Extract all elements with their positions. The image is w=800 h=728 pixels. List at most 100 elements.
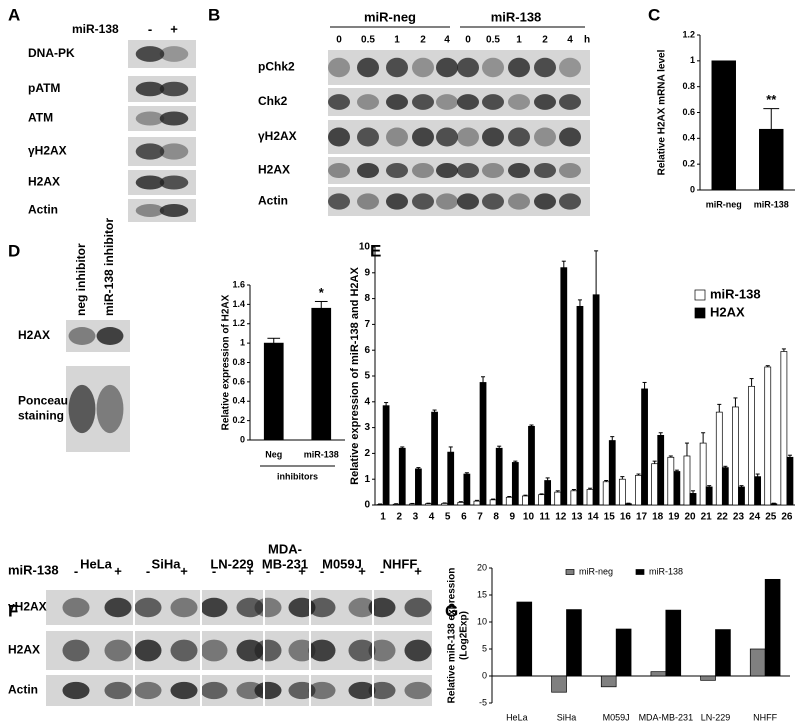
blot-band: [348, 639, 376, 662]
bar: [392, 503, 400, 506]
row-label: H2AX: [8, 643, 40, 657]
blot-band: [435, 162, 459, 179]
bar: [586, 489, 594, 506]
blot-band: [456, 94, 480, 110]
blot-band: [288, 597, 316, 618]
lane-label: -: [148, 21, 152, 36]
blot-band: [288, 681, 316, 700]
blot-band: [411, 94, 435, 110]
time-label: 4: [444, 35, 450, 46]
blot-band: [558, 57, 582, 78]
blot-band: [481, 162, 505, 179]
x-tick-label: 21: [701, 512, 713, 523]
y-tick-label: 20: [477, 562, 487, 572]
blot-band: [368, 639, 396, 662]
row-label: H2AX: [28, 175, 60, 189]
blot-band: [200, 597, 228, 618]
lane-label: -: [380, 563, 384, 578]
blot-band: [308, 639, 336, 662]
row-label: DNA-PK: [28, 46, 75, 60]
blot-band: [170, 681, 198, 700]
y-tick-label: 8: [364, 293, 370, 304]
x-tick-label: MDA-MB-231: [639, 712, 694, 722]
blot-band: [159, 46, 189, 62]
bar: [667, 456, 675, 506]
bar: [415, 468, 422, 506]
blot-band: [507, 57, 531, 78]
y-tick-label: 7: [364, 319, 370, 330]
row-label: H2AX: [18, 328, 50, 342]
legend-swatch: [635, 569, 645, 575]
cell-line: M059J: [322, 556, 362, 571]
blot-band: [134, 681, 162, 700]
cell-line: MDA-: [268, 541, 302, 556]
panel-letter: G: [445, 601, 458, 620]
time-label: 0: [336, 35, 342, 46]
blot-band: [104, 597, 132, 618]
legend-label: H2AX: [710, 304, 745, 319]
time-label: 0.5: [361, 35, 375, 46]
blot-band: [411, 127, 435, 147]
blot-band: [533, 127, 557, 147]
lane-label: +: [170, 21, 178, 36]
blot-band: [558, 94, 582, 110]
lane-label: -: [146, 563, 150, 578]
blot-band: [385, 127, 409, 147]
row-label: Chk2: [258, 94, 288, 108]
x-tick-label: 13: [571, 512, 583, 523]
time-label: 2: [420, 35, 426, 46]
bar: [738, 486, 745, 506]
row-label: γH2AX: [8, 600, 47, 614]
bar: [780, 351, 788, 506]
bar: [566, 609, 582, 677]
bar: [560, 267, 568, 506]
time-label: 0.5: [486, 35, 500, 46]
blot-band: [135, 111, 165, 126]
bar: [759, 128, 784, 191]
group-label: miR-138: [491, 9, 542, 24]
bar: [447, 451, 455, 506]
blot-band: [456, 57, 480, 78]
blot-band: [159, 111, 189, 126]
row-label: Ponceau: [18, 394, 68, 408]
bar: [570, 490, 578, 506]
y-tick-label: 0.2: [682, 159, 695, 169]
x-tick-label: miR-138: [304, 449, 339, 459]
x-tick-label: 20: [684, 512, 696, 523]
blot-band: [411, 162, 435, 179]
x-tick-label: M059J: [603, 712, 630, 722]
y-tick-label: 15: [477, 589, 487, 599]
blot-band: [254, 597, 282, 618]
blot-band: [254, 681, 282, 700]
x-tick-label: 12: [555, 512, 567, 523]
blot-band: [348, 597, 376, 618]
y-tick-label: 1: [364, 474, 370, 485]
blot-band: [200, 639, 228, 662]
blot-band: [507, 94, 531, 110]
blot-band: [356, 193, 380, 210]
x-tick-label: SiHa: [557, 712, 577, 722]
lane-header: miR-138: [8, 562, 59, 577]
blot-band: [135, 143, 165, 160]
panel-letter: A: [8, 5, 20, 24]
bar: [608, 440, 616, 506]
y-tick-label: 1.6: [232, 279, 245, 289]
y-tick-label: 0.8: [232, 357, 245, 367]
bar: [600, 675, 617, 688]
y-tick-label: -5: [479, 697, 487, 707]
y-tick-label: 1.2: [232, 318, 245, 328]
blot-band: [308, 597, 336, 618]
x-tick-label: 11: [539, 512, 550, 523]
bar: [635, 474, 642, 506]
x-tick-label: 10: [523, 512, 535, 523]
bar: [382, 405, 390, 506]
row-label: staining: [18, 409, 64, 423]
blot-band: [385, 57, 409, 78]
bar: [657, 434, 665, 506]
x-tick-label: 9: [510, 512, 516, 523]
blot-band: [327, 127, 351, 147]
lane-label: -: [266, 563, 270, 578]
x-tick-label: 17: [636, 512, 648, 523]
y-tick-label: 0: [690, 184, 695, 194]
